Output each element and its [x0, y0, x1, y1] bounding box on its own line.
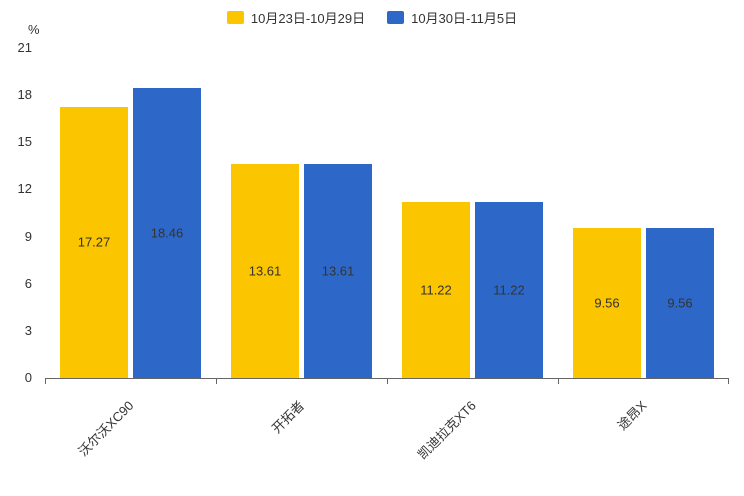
y-axis-tick-label: 21: [17, 40, 32, 55]
bar-value-label: 11.22: [493, 282, 525, 298]
bar-group: 17.27 18.46: [45, 48, 216, 378]
bar: 11.22: [475, 201, 543, 378]
x-axis-category-label: 凯迪拉克XT6: [414, 397, 479, 463]
bar-group: 11.22 11.22: [387, 48, 558, 378]
legend-swatch-icon: [387, 11, 405, 24]
bar: 9.56: [646, 227, 714, 378]
legend-swatch-icon: [226, 11, 244, 24]
bar-value-label: 13.61: [248, 263, 282, 279]
plot-area: 17.27 18.46 13.61 13.61 11.22 11.22 9.56 9.56: [45, 48, 729, 379]
bar-groups: 17.27 18.46 13.61 13.61 11.22 11.22 9.56 9.56: [45, 48, 729, 378]
legend-item[interactable]: 10月30日-11月5日: [387, 8, 517, 27]
y-axis-tick-label: 18: [17, 87, 32, 103]
legend: 10月23日-10月29日 10月30日-11月5日: [0, 8, 744, 27]
x-axis-tick: [387, 379, 388, 384]
y-axis-unit-label: %: [28, 22, 40, 37]
y-axis-tick-label: 12: [17, 181, 32, 197]
bar-value-label: 11.22: [420, 282, 452, 298]
x-axis-category-label: 开拓者: [269, 397, 308, 437]
bar: 17.27: [60, 106, 128, 378]
x-axis-labels: 沃尔沃XC90 开拓者 凯迪拉克XT6 途昂X: [45, 379, 729, 494]
bar: 9.56: [573, 227, 641, 378]
bar: 13.61: [304, 164, 372, 378]
bar: 18.46: [133, 87, 201, 378]
x-axis-tick: [728, 379, 729, 384]
x-axis-ticks: [45, 379, 729, 385]
bar-group: 13.61 13.61: [216, 48, 387, 378]
x-axis-category-label: 途昂X: [614, 397, 650, 434]
y-axis-tick-label: 6: [24, 275, 32, 291]
bar: 13.61: [231, 164, 299, 378]
x-axis-tick: [558, 379, 559, 384]
x-axis-label-slot: 开拓者: [216, 379, 387, 494]
bar-value-label: 9.56: [667, 295, 693, 311]
bar-group: 9.56 9.56: [558, 48, 729, 378]
legend-label: 10月23日-10月29日: [250, 11, 366, 26]
x-axis-tick: [45, 379, 46, 384]
bar: 11.22: [402, 201, 470, 378]
y-axis-tick-label: 15: [17, 134, 32, 150]
bar-value-label: 18.46: [150, 225, 184, 241]
bar-value-label: 9.56: [594, 295, 620, 311]
x-axis-label-slot: 凯迪拉克XT6: [387, 379, 558, 494]
y-axis-tick-label: 9: [24, 228, 32, 244]
x-axis-label-slot: 途昂X: [558, 379, 729, 494]
y-axis-tick-label: 0: [24, 370, 32, 385]
legend-item[interactable]: 10月23日-10月29日: [226, 8, 366, 27]
x-axis-category-label: 沃尔沃XC90: [75, 397, 137, 460]
bar-value-label: 13.61: [321, 263, 355, 279]
x-axis-tick: [216, 379, 217, 384]
x-axis-label-slot: 沃尔沃XC90: [45, 379, 216, 494]
legend-label: 10月30日-11月5日: [411, 11, 518, 26]
y-axis: 0 3 6 9 12 15 18 21: [0, 40, 40, 385]
bar-value-label: 17.27: [77, 234, 111, 250]
y-axis-tick-label: 3: [24, 322, 32, 338]
